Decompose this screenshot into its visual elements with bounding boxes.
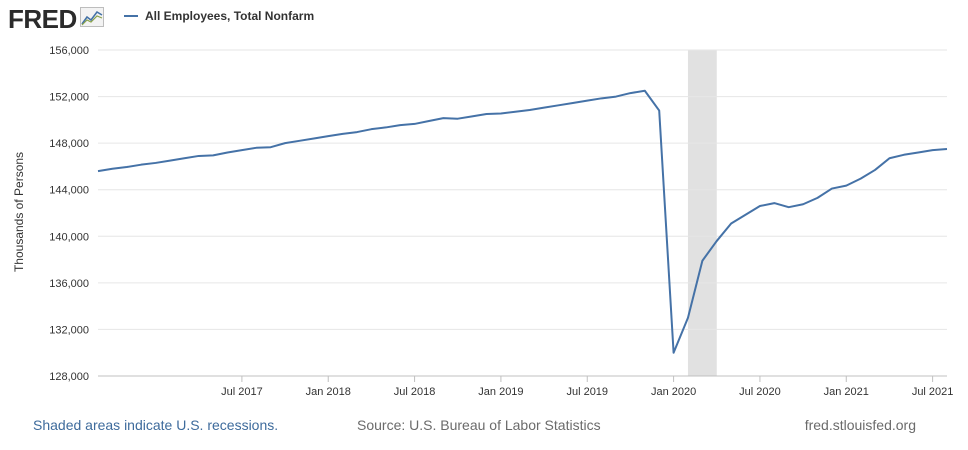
recession-layer [687, 50, 717, 376]
x-tick-label-3: Jan 2019 [478, 386, 523, 398]
recession-note-link[interactable]: Shaded areas indicate U.S. recessions. [33, 417, 279, 433]
x-tick-label-5: Jan 2020 [651, 386, 696, 398]
x-tick-label-6: Jul 2020 [739, 386, 781, 398]
series-line-0[interactable] [97, 89, 948, 354]
chart-legend: All Employees, Total Nonfarm [124, 9, 314, 23]
y-tick-label-0: 128,000 [49, 371, 89, 383]
grid-layer [98, 49, 947, 377]
y-tick-label-1: 132,000 [49, 324, 89, 336]
y-tick-label-6: 152,000 [49, 92, 89, 104]
site-link[interactable]: fred.stlouisfed.org [804, 417, 916, 433]
x-tick-label-8: Jul 2021 [912, 386, 954, 398]
x-axis: Jul 2017 Jan 2018 Jul 2018 Jan 2019 Jul 2019… [98, 375, 954, 398]
x-tick-label-2: Jul 2018 [394, 386, 436, 398]
y-tick-label-5: 148,000 [49, 138, 89, 150]
chart-footer: Shaded areas indicate U.S. recessions. S… [0, 410, 968, 440]
x-tick-label-7: Jan 2021 [824, 386, 869, 398]
line-chart: 128,000 132,000 136,000 140,000 144,000 148,0… [12, 45, 954, 398]
legend-swatch [124, 15, 138, 17]
x-tick-label-1: Jan 2018 [306, 386, 351, 398]
source-text: Source: U.S. Bureau of Labor Statistics [357, 417, 601, 433]
y-tick-label-7: 156,000 [49, 45, 89, 57]
chart-header: FRED All Employees, Total Nonfarm [0, 0, 968, 40]
fred-logo-text: FRED [8, 3, 77, 34]
fred-logo[interactable]: FRED [8, 4, 104, 34]
y-tick-label-4: 144,000 [49, 185, 89, 197]
y-axis-label: Thousands of Persons [12, 152, 26, 272]
y-axis: 128,000 132,000 136,000 140,000 144,000 148,0… [49, 45, 89, 383]
series-layer [97, 89, 948, 354]
recession-band-0 [687, 50, 717, 376]
legend-label: All Employees, Total Nonfarm [145, 9, 315, 23]
y-tick-label-2: 136,000 [49, 278, 89, 290]
trend-chart-icon [79, 6, 104, 32]
x-tick-label-4: Jul 2019 [566, 386, 608, 398]
y-tick-label-3: 140,000 [49, 231, 89, 243]
x-tick-label-0: Jul 2017 [221, 386, 263, 398]
